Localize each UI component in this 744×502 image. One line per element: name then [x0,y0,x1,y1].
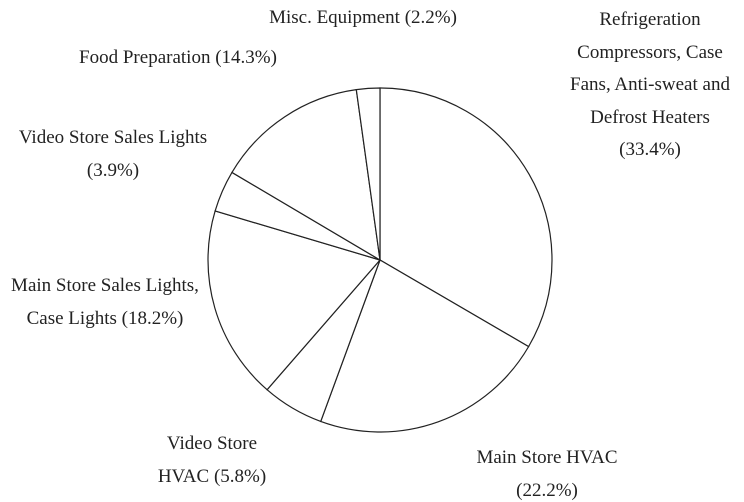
category-label: Main Store Sales Lights, Case Lights [11,275,199,329]
value-label: (5.8%) [213,465,267,487]
category-label: Misc. Equipment [269,7,400,28]
category-label: Main Store HVAC [476,447,618,468]
category-label: Video Store Sales Lights [18,127,208,148]
value-label: (33.4%) [619,139,681,160]
value-label: (3.9%) [86,159,140,181]
value-label: (2.2%) [404,7,457,28]
slice-label: Food Preparation (14.3%) [78,42,278,75]
slice-label: Misc. Equipment (2.2%) [263,2,463,35]
pie-slice [355,87,381,261]
slice-label: Video Store Sales Lights (3.9%) [18,122,208,187]
category-label: Food Preparation [79,47,211,68]
category-label: Refrigeration Compressors, Case Fans, An… [570,9,730,128]
pie-slice [207,210,382,391]
category-label: Video Store HVAC [157,433,258,487]
value-label: (18.2%) [121,307,184,329]
slice-label: Refrigeration Compressors, Case Fans, An… [563,4,737,167]
pie-slice [319,259,530,433]
value-label: (22.2%) [516,479,578,501]
pie-slice [379,87,553,348]
pie-slice [231,88,381,262]
slice-label: Main Store HVAC (22.2%) [452,442,642,502]
value-label: (14.3%) [215,47,277,68]
slice-label: Video Store HVAC (5.8%) [142,428,282,493]
slice-label: Main Store Sales Lights, Case Lights (18… [10,270,200,335]
